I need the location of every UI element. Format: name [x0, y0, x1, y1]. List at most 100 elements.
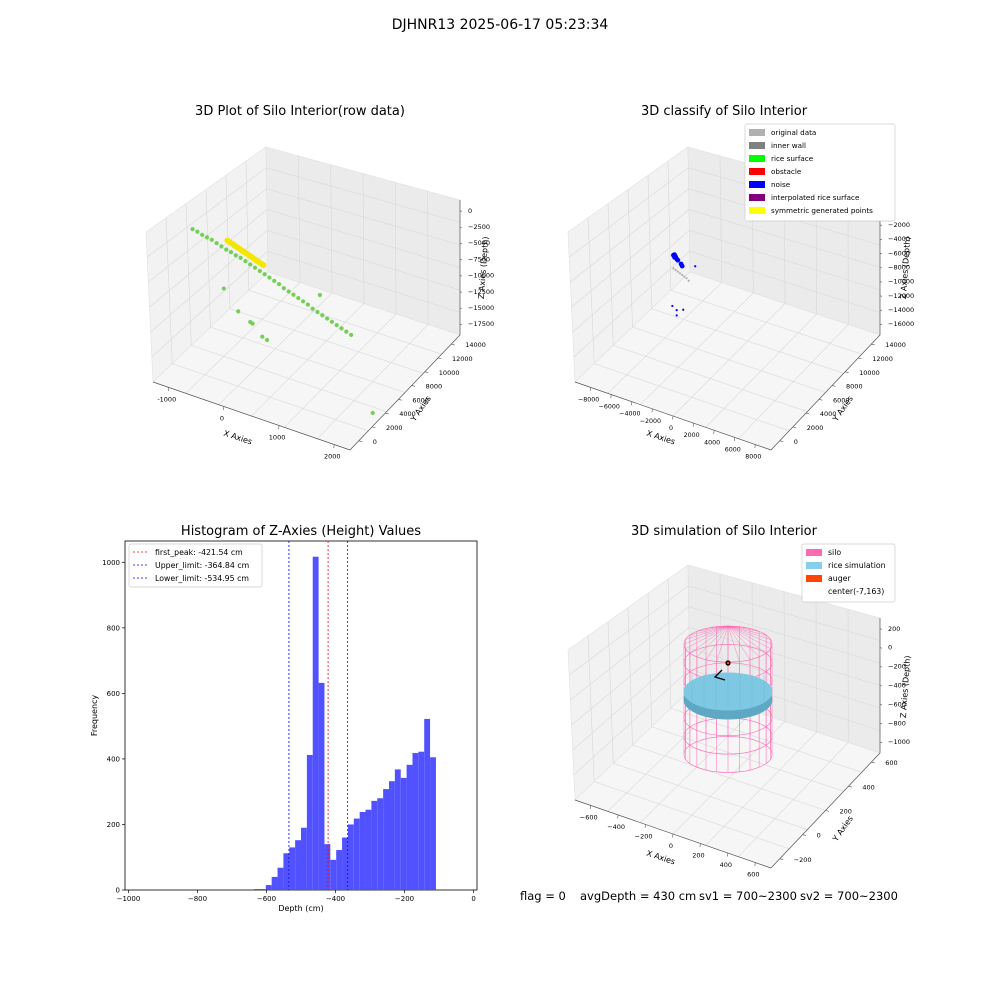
raw-plot-y-tick-label: 8000	[426, 383, 443, 391]
raw-data-point	[300, 299, 306, 304]
raw-plot-y-tick-label: 6000	[412, 396, 429, 404]
simulation-plot-z-tick-label: 200	[888, 625, 900, 633]
raw-data-point	[267, 275, 272, 280]
raw-plot-y-tick-mark	[451, 343, 455, 346]
raw-data-point	[305, 302, 310, 307]
classify-plot-y-tick-label: 6000	[833, 396, 850, 404]
simulation-plot-legend-swatch	[806, 562, 822, 569]
classify-plot-y-tick-label: 0	[794, 438, 798, 446]
classify-point-noise	[675, 309, 678, 312]
raw-plot-axes: -1000 0 1000 2000 0 2000 4000 6000 8000 10000 1200…	[145, 146, 494, 461]
classify-plot-z-tick-label: −6000	[888, 249, 910, 257]
classify-plot-x-tick-mark	[589, 387, 591, 391]
simulation-plot-z-axis-label: Z Axies (Depth)	[899, 655, 912, 718]
classify-plot-grid-line	[587, 217, 790, 432]
simulation-plot-grid-line	[569, 585, 881, 676]
histogram-y-tick-label: 600	[107, 690, 120, 698]
histogram-bar	[365, 809, 372, 890]
simulation-plot-x-tick-label: 600	[747, 871, 759, 879]
histogram-bar	[377, 798, 384, 890]
raw-data-point	[224, 247, 229, 252]
classify-plot-x-tick-label: −2000	[640, 418, 661, 425]
classify-plot-grid-line	[738, 191, 849, 439]
raw-plot-z-tick-label: −15000	[468, 304, 494, 312]
raw-plot-y-tick-label: 0	[373, 438, 377, 446]
classify-plot-legend-box	[744, 123, 896, 222]
raw-data-point	[281, 286, 286, 291]
silo-roof-line	[689, 625, 729, 654]
simulation-plot-x-tick-mark	[589, 805, 591, 809]
raw-plot-y-tick-label: 10000	[439, 369, 460, 377]
histogram-bar	[336, 850, 343, 890]
silo-roof-line	[696, 625, 729, 657]
raw-data-point	[291, 292, 296, 297]
raw-data-point	[233, 253, 238, 258]
raw-data-point	[209, 237, 214, 242]
classify-plot-legend-label: rice surface	[771, 154, 814, 163]
raw-plot-y-tick-mark	[371, 426, 376, 429]
raw-data-point	[320, 313, 325, 318]
raw-data-point	[252, 265, 258, 270]
raw-data-point	[334, 323, 339, 328]
classify-plot-title: 3D classify of Silo Interior	[640, 104, 808, 119]
simulation-plot-y-tick-mark	[825, 810, 830, 812]
histogram-bar	[400, 777, 407, 890]
simulation-plot-z-tick-mark	[879, 741, 883, 743]
raw-plot-z-tick-label: −5000	[468, 239, 490, 247]
simulation-plot-legend-box	[801, 543, 896, 603]
raw-plot-y-tick-mark	[398, 399, 402, 401]
simulation-plot-x-tick-label: 0	[669, 842, 673, 850]
silo-roof-line	[727, 625, 767, 636]
classify-plot-z-tick-label: −4000	[888, 235, 910, 243]
classify-plot-legend-swatch	[749, 168, 765, 175]
classify-plot-y-tick-label: 10000	[859, 369, 880, 377]
raw-plot-x-tick-mark	[223, 406, 225, 411]
simulation-plot-y-axis-label: Y Axies	[830, 814, 855, 844]
histogram-bar	[389, 781, 395, 890]
histogram-bar	[271, 876, 278, 890]
simulation-plot-z-tick-label: −800	[888, 719, 906, 727]
silo-roof-line	[689, 625, 729, 636]
raw-data-point	[248, 262, 253, 267]
raw-data-point	[339, 326, 344, 331]
classify-plot-z-tick-mark	[879, 281, 883, 283]
classify-point-original-data	[681, 273, 684, 277]
classify-plot-z-tick-mark	[879, 295, 883, 297]
histogram-bar	[347, 824, 354, 890]
simulation-plot-y-tick-mark	[802, 834, 807, 836]
raw-plot-z-tick-label: −17500	[468, 320, 494, 328]
classify-plot-x-tick-label: −4000	[619, 411, 640, 418]
classify-point-noise	[675, 314, 678, 317]
simulation-plot-y-tick-mark	[871, 761, 875, 764]
classify-plot-x-tick-label: −8000	[578, 396, 599, 403]
classify-point-original-data	[683, 275, 686, 278]
classify-plot-y-tick-label: 2000	[807, 424, 824, 432]
raw-plot-z-tick-mark	[459, 226, 463, 228]
classify-point-original-data	[678, 272, 682, 275]
raw-plot-z-tick-mark	[459, 242, 463, 244]
histogram-x-tick-label: −800	[188, 895, 207, 903]
histogram-y-tick-label: 400	[107, 755, 120, 763]
sv2-status: sv2 = 700~2300	[800, 889, 898, 903]
classify-plot-x-tick-label: 0	[669, 425, 673, 432]
classify-plot-z-tick-label: −8000	[888, 264, 910, 272]
classify-point-noise	[675, 257, 681, 263]
classify-plot-y-tick-label: 8000	[846, 383, 863, 391]
histogram-bar	[259, 889, 266, 890]
simulation-plot-y-tick-label: 400	[862, 783, 874, 791]
histogram-bar	[394, 769, 401, 890]
raw-plot-y-tick-label: 14000	[465, 341, 486, 349]
simulation-plot-x-axis-label: X Axies	[645, 849, 676, 867]
histogram-bar	[330, 859, 337, 890]
raw-plot-x-tick-mark	[278, 425, 280, 430]
classify-plot-legend-swatch	[749, 129, 765, 136]
simulation-plot-x-tick-mark	[644, 824, 646, 829]
simulation-plot-x-tick-label: −600	[580, 813, 598, 821]
silo-roof-line	[705, 625, 729, 660]
classify-plot-x-tick-label: 2000	[684, 432, 700, 439]
simulation-plot-z-tick-mark	[879, 647, 883, 649]
raw-data-point	[250, 321, 255, 326]
simulation-plot-y-tick-label: 600	[885, 759, 897, 767]
classify-plot-z-tick-mark	[879, 253, 883, 255]
classify-plot-legend-label: interpolated rice surface	[771, 193, 860, 202]
